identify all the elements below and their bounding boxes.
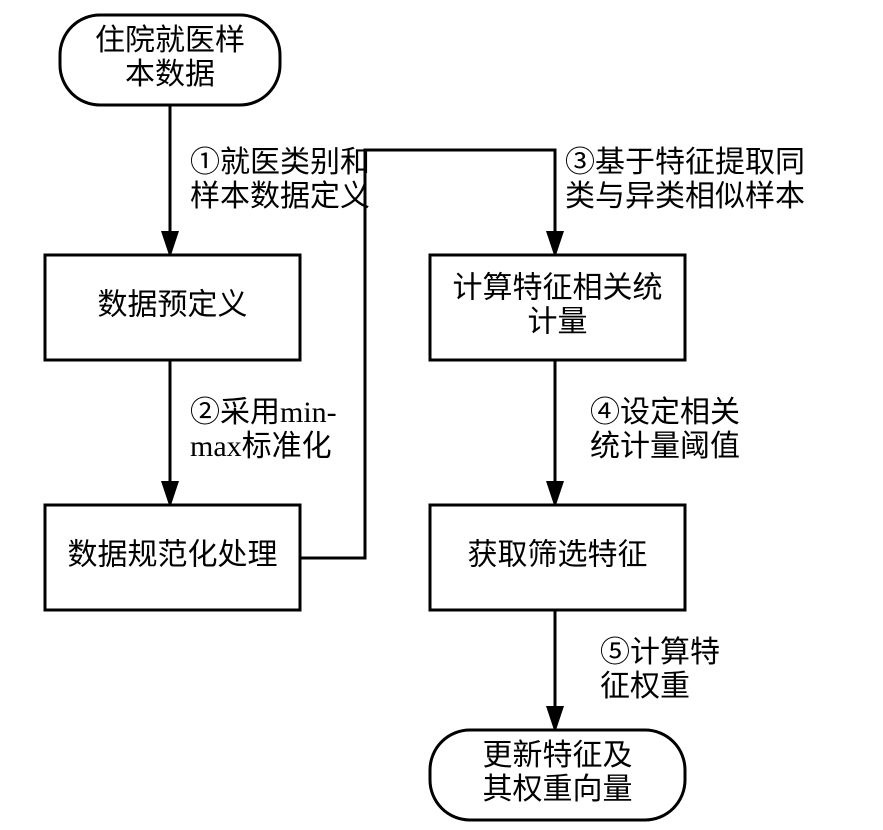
label-l4: ④设定相关 统计量阈值 (590, 396, 740, 463)
label-l3-line-1: 类与异类相似样本 (565, 180, 805, 213)
label-l2-line-0: ②采用min- (190, 396, 337, 429)
node-filter: 获取筛选特征 (430, 505, 685, 610)
node-norm: 数据规范化处理 (45, 505, 300, 610)
label-l5-line-1: 征权重 (600, 670, 690, 703)
label-l3-line-0: ③基于特征提取同 (565, 146, 805, 179)
label-l3: ③基于特征提取同类与异类相似样本 (565, 146, 805, 213)
label-l4-line-1: 统计量阈值 (590, 430, 740, 463)
node-start-line-1: 本数据 (125, 58, 215, 91)
node-predef-line-0: 数据预定义 (98, 288, 248, 321)
node-calc: 计算特征相关统计量 (430, 255, 685, 360)
node-filter-line-0: 获取筛选特征 (468, 538, 648, 571)
node-norm-line-0: 数据规范化处理 (68, 538, 278, 571)
node-predef: 数据预定义 (45, 255, 300, 360)
node-end: 更新特征及其权重向量 (430, 730, 685, 820)
node-start-line-0: 住院就医样 (95, 24, 245, 57)
node-start: 住院就医样本数据 (60, 15, 280, 105)
label-l5: ⑤计算特 征权重 (600, 636, 720, 703)
label-l1-line-1: 样本数据定义 (190, 180, 370, 213)
node-calc-line-0: 计算特征相关统 (453, 271, 663, 304)
label-l1: ①就医类别和样本数据定义 (190, 146, 370, 213)
label-l2: ②采用min-max标准化 (190, 396, 337, 463)
label-l1-line-0: ①就医类别和 (190, 146, 370, 179)
label-l4-line-0: ④设定相关 (590, 396, 740, 429)
label-l2-line-1: max标准化 (190, 430, 332, 463)
node-end-line-1: 其权重向量 (483, 773, 633, 806)
label-l5-line-0: ⑤计算特 (600, 636, 720, 669)
node-end-line-0: 更新特征及 (483, 739, 633, 772)
node-calc-line-1: 计量 (528, 305, 588, 338)
